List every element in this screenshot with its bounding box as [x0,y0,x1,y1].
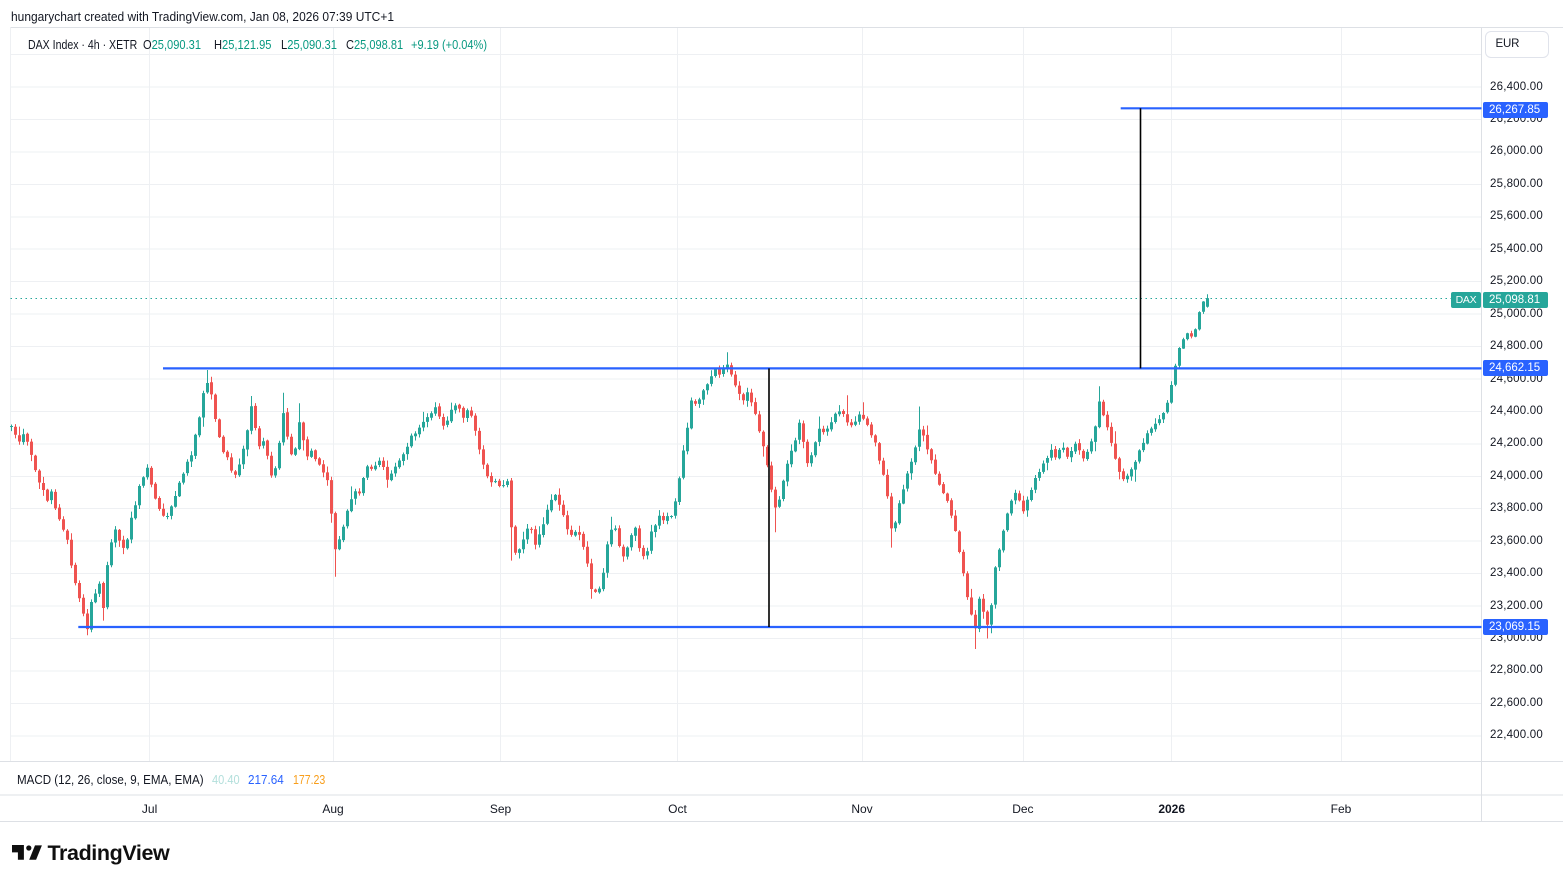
svg-text:TradingView: TradingView [48,841,171,865]
